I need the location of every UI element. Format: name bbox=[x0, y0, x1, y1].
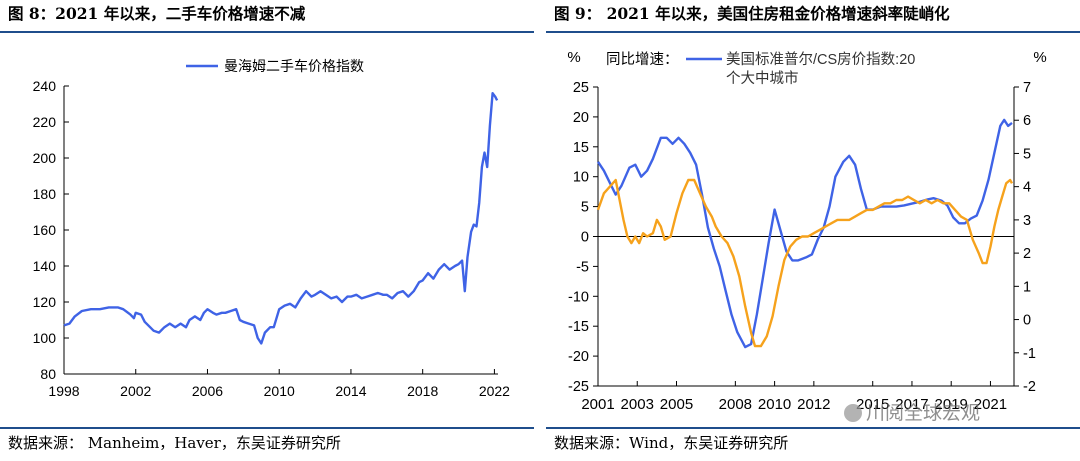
y-tick-label: 220 bbox=[33, 114, 57, 130]
x-tick-label: 2002 bbox=[120, 383, 151, 399]
title-rule bbox=[546, 31, 1080, 33]
legend-label-line2: 个大中城市 bbox=[726, 70, 799, 87]
left-y-tick-label: -10 bbox=[568, 289, 589, 305]
right-y-tick-label: 1 bbox=[1023, 279, 1031, 295]
right-axis-unit: % bbox=[1033, 49, 1046, 66]
legend-label-line1: 美国标准普尔/CS房价指数:20 bbox=[726, 51, 915, 68]
used-car-price-chart: 80 100 120 140 160 180 200 220 240 1998 2002 2006 20… bbox=[33, 58, 511, 399]
right-y-tick-label: -1 bbox=[1023, 346, 1036, 362]
right-y-tick-label: 0 bbox=[1023, 313, 1031, 329]
title-rule bbox=[0, 31, 534, 33]
left-y-tick-label: 20 bbox=[573, 110, 589, 126]
housing-rent-chart: % %-25-20-15-10-50510152025-2-10123456720… bbox=[567, 49, 1046, 413]
right-y-tick-label: 5 bbox=[1023, 146, 1031, 162]
x-tick-label: 2010 bbox=[758, 396, 791, 413]
left-y-tick-label: 15 bbox=[573, 140, 589, 156]
figure-8-source: 数据来源： Manheim，Haver，东吴证券研究所 bbox=[8, 434, 341, 452]
y-tick-label: 120 bbox=[33, 294, 57, 310]
x-tick-label: 2018 bbox=[407, 383, 438, 399]
x-tick-label: 2003 bbox=[621, 396, 654, 413]
x-tick-label: 2019 bbox=[935, 396, 968, 413]
x-tick-label: 2012 bbox=[797, 396, 830, 413]
x-tick-label: 2017 bbox=[895, 396, 928, 413]
panel-figure-9: 图 9： 2021 年以来，美国住房租金价格增速斜率陡峭化 %% -25 -20 -1… bbox=[546, 0, 1080, 461]
x-tick-label: 1998 bbox=[48, 383, 79, 399]
figure-8-title: 图 8：2021 年以来，二手车价格增速不减 bbox=[8, 4, 306, 23]
x-tick-label: 2001 bbox=[581, 396, 614, 413]
x-tick-label: 2022 bbox=[479, 383, 510, 399]
y-tick-label: 200 bbox=[33, 150, 57, 166]
left-y-tick-label: -5 bbox=[576, 259, 589, 275]
legend-label: 曼海姆二手车价格指数 bbox=[224, 58, 364, 74]
right-y-tick-label: 2 bbox=[1023, 246, 1031, 262]
right-y-tick-label: 6 bbox=[1023, 113, 1031, 129]
source-rule bbox=[0, 427, 534, 429]
watermark-text: 川阅全球宏观 bbox=[866, 402, 981, 424]
legend-prefix: 同比增速： bbox=[606, 51, 679, 68]
right-y-tick-label: 7 bbox=[1023, 80, 1031, 96]
left-y-tick-label: -25 bbox=[568, 379, 589, 395]
right-y-tick-label: 4 bbox=[1023, 180, 1031, 196]
watermark: 川阅全球宏观 bbox=[844, 398, 980, 425]
left-y-tick-label: 10 bbox=[573, 170, 589, 186]
wechat-icon bbox=[844, 404, 862, 422]
x-tick-label: 2015 bbox=[856, 396, 889, 413]
left-y-tick-label: 25 bbox=[573, 80, 589, 96]
y-tick-label: 80 bbox=[40, 366, 56, 382]
left-y-tick-label: -20 bbox=[568, 349, 589, 365]
x-tick-label: 2005 bbox=[660, 396, 693, 413]
x-tick-label: 2021 bbox=[974, 396, 1007, 413]
left-axis-unit: % bbox=[567, 49, 580, 66]
figure-9-source: 数据来源：Wind，东吴证券研究所 bbox=[554, 434, 789, 452]
x-tick-label: 2014 bbox=[335, 383, 366, 399]
series-line-rent bbox=[596, 178, 1014, 348]
panel-figure-8: 图 8：2021 年以来，二手车价格增速不减 80 100 120 140 160 180… bbox=[0, 0, 534, 461]
y-tick-label: 160 bbox=[33, 222, 57, 238]
right-y-tick-label: 3 bbox=[1023, 213, 1031, 229]
x-tick-label: 2006 bbox=[192, 383, 223, 399]
y-tick-label: 100 bbox=[33, 330, 57, 346]
source-rule bbox=[546, 427, 1080, 429]
series-line-used-car-index bbox=[63, 91, 499, 345]
x-tick-label: 2010 bbox=[264, 383, 295, 399]
series-line-cs-home-price bbox=[596, 118, 1013, 349]
left-y-tick-label: 5 bbox=[581, 200, 589, 216]
left-y-tick-label: -15 bbox=[568, 319, 589, 335]
y-tick-label: 140 bbox=[33, 258, 57, 274]
y-tick-label: 180 bbox=[33, 186, 57, 202]
figure-9-title: 图 9： 2021 年以来，美国住房租金价格增速斜率陡峭化 bbox=[554, 4, 950, 23]
right-y-tick-label: -2 bbox=[1023, 379, 1036, 395]
left-y-tick-label: 0 bbox=[581, 230, 589, 246]
y-tick-label: 240 bbox=[33, 78, 57, 94]
x-tick-label: 2008 bbox=[719, 396, 752, 413]
